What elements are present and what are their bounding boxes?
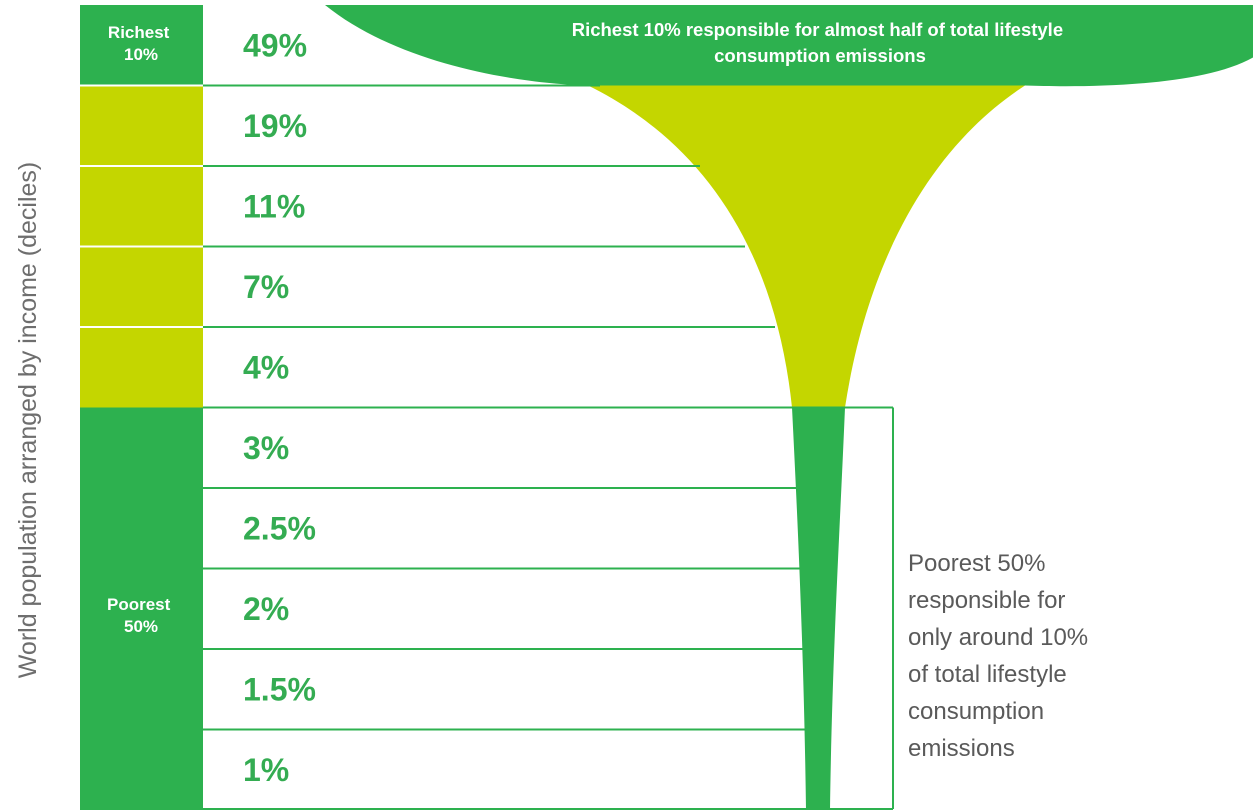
- value-label-decile-5: 4%: [243, 349, 289, 385]
- decile-block-7: [80, 488, 203, 570]
- group-label-poorest: Poorest 50%: [107, 595, 175, 636]
- decile-block-1: [80, 5, 203, 87]
- group-label-poorest-line-1: Poorest: [107, 595, 171, 614]
- group-label-poorest-line-2: 50%: [124, 617, 158, 636]
- decile-sidebar: [80, 5, 203, 810]
- top-annotation: Richest 10% responsible for almost half …: [572, 19, 1069, 66]
- funnel-poorest-half: [792, 407, 845, 810]
- value-label-decile-7: 2.5%: [243, 510, 316, 546]
- decile-block-4: [80, 246, 203, 328]
- top-annotation-line-2: consumption emissions: [714, 45, 926, 66]
- y-axis-label: World population arranged by income (dec…: [14, 162, 42, 678]
- poorest-annotation-line-6: emissions: [908, 735, 1015, 762]
- funnel-richest-decile: [325, 5, 1253, 87]
- poorest-annotation-line-2: responsible for: [908, 587, 1065, 614]
- decile-block-5: [80, 327, 203, 409]
- value-label-decile-8: 2%: [243, 591, 289, 627]
- value-labels: 49% 19% 11% 7% 4% 3% 2.5% 2% 1.5% 1%: [243, 27, 316, 788]
- poorest-annotation-line-1: Poorest 50%: [908, 550, 1045, 577]
- poorest-annotation-line-3: only around 10%: [908, 624, 1088, 651]
- group-label-richest-line-2: 10%: [124, 45, 158, 64]
- value-label-decile-9: 1.5%: [243, 671, 316, 707]
- decile-block-9: [80, 649, 203, 731]
- value-label-decile-1: 49%: [243, 27, 307, 63]
- group-label-richest-line-1: Richest: [108, 23, 170, 42]
- value-label-decile-2: 19%: [243, 108, 307, 144]
- value-label-decile-6: 3%: [243, 430, 289, 466]
- decile-block-2: [80, 85, 203, 167]
- poorest-annotation-line-4: of total lifestyle: [908, 661, 1067, 688]
- value-label-decile-3: 11%: [243, 188, 305, 224]
- value-label-decile-4: 7%: [243, 269, 289, 305]
- top-annotation-line-1: Richest 10% responsible for almost half …: [572, 19, 1063, 40]
- decile-block-10: [80, 729, 203, 810]
- decile-block-6: [80, 407, 203, 489]
- decile-block-8: [80, 568, 203, 650]
- value-label-decile-10: 1%: [243, 752, 289, 788]
- poorest-annotation-line-5: consumption: [908, 698, 1044, 725]
- poorest-annotation: Poorest 50% responsible for only around …: [908, 550, 1095, 762]
- group-label-richest: Richest 10%: [108, 23, 174, 64]
- row-dividers: [203, 84, 894, 810]
- decile-block-3: [80, 166, 203, 248]
